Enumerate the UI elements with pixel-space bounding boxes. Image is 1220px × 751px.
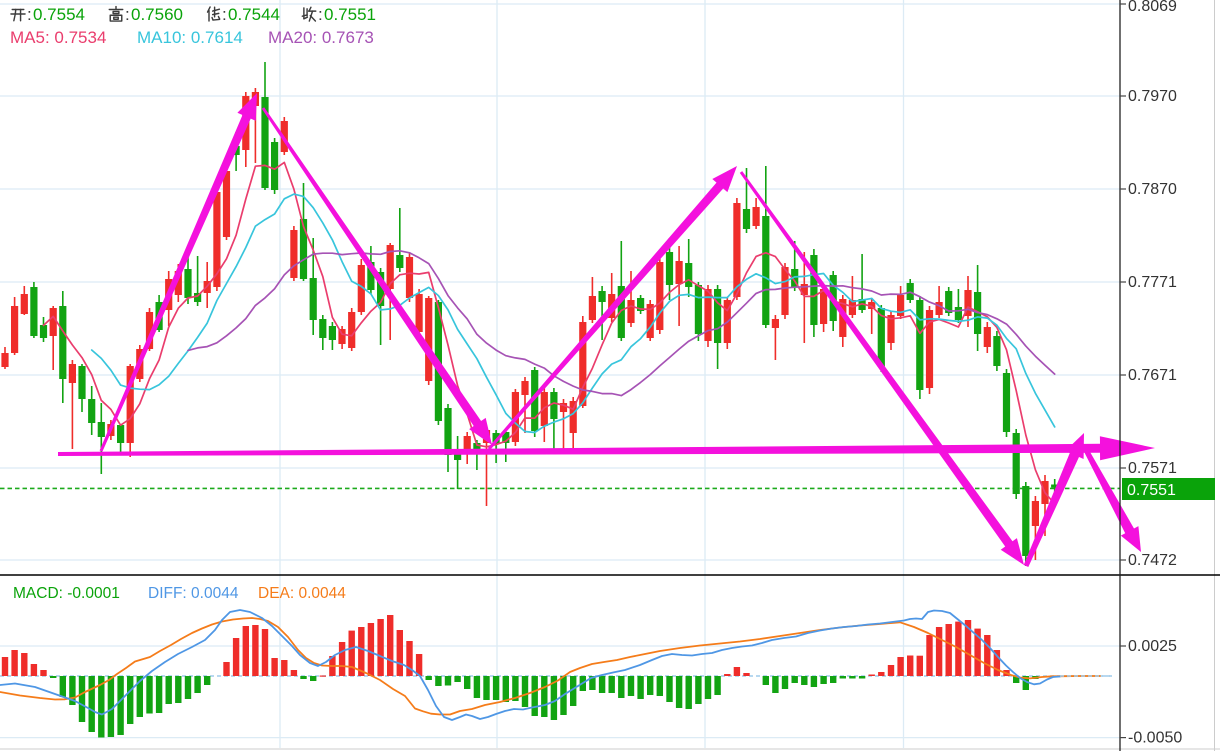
svg-text:MA20: 0.7673: MA20: 0.7673: [268, 28, 374, 47]
svg-text:0.7571: 0.7571: [1128, 460, 1177, 477]
svg-text:DEA: 0.0044: DEA: 0.0044: [258, 585, 346, 602]
svg-text:0.7554: 0.7554: [33, 5, 85, 24]
svg-text:0.7551: 0.7551: [324, 5, 376, 24]
svg-text:0.8069: 0.8069: [1128, 0, 1177, 15]
svg-text:0.7870: 0.7870: [1128, 181, 1177, 198]
svg-text:0.7671: 0.7671: [1128, 367, 1177, 384]
svg-text::: :: [27, 5, 32, 24]
svg-text:0.7771: 0.7771: [1128, 274, 1177, 291]
svg-text:0.0025: 0.0025: [1128, 638, 1177, 655]
svg-text:0.7560: 0.7560: [131, 5, 183, 24]
svg-text:MA5: 0.7534: MA5: 0.7534: [10, 28, 106, 47]
svg-text:MA10: 0.7614: MA10: 0.7614: [137, 28, 243, 47]
svg-text:0.7472: 0.7472: [1128, 552, 1177, 569]
svg-text:0.7551: 0.7551: [1127, 482, 1176, 499]
svg-text:MACD: -0.0001: MACD: -0.0001: [13, 585, 120, 602]
svg-text::: :: [222, 5, 227, 24]
svg-text:0.7544: 0.7544: [228, 5, 280, 24]
svg-text:0.7970: 0.7970: [1128, 88, 1177, 105]
svg-text::: :: [125, 5, 130, 24]
svg-text::: :: [318, 5, 323, 24]
svg-text:-0.0050: -0.0050: [1128, 730, 1182, 747]
svg-text:DIFF: 0.0044: DIFF: 0.0044: [148, 585, 239, 602]
